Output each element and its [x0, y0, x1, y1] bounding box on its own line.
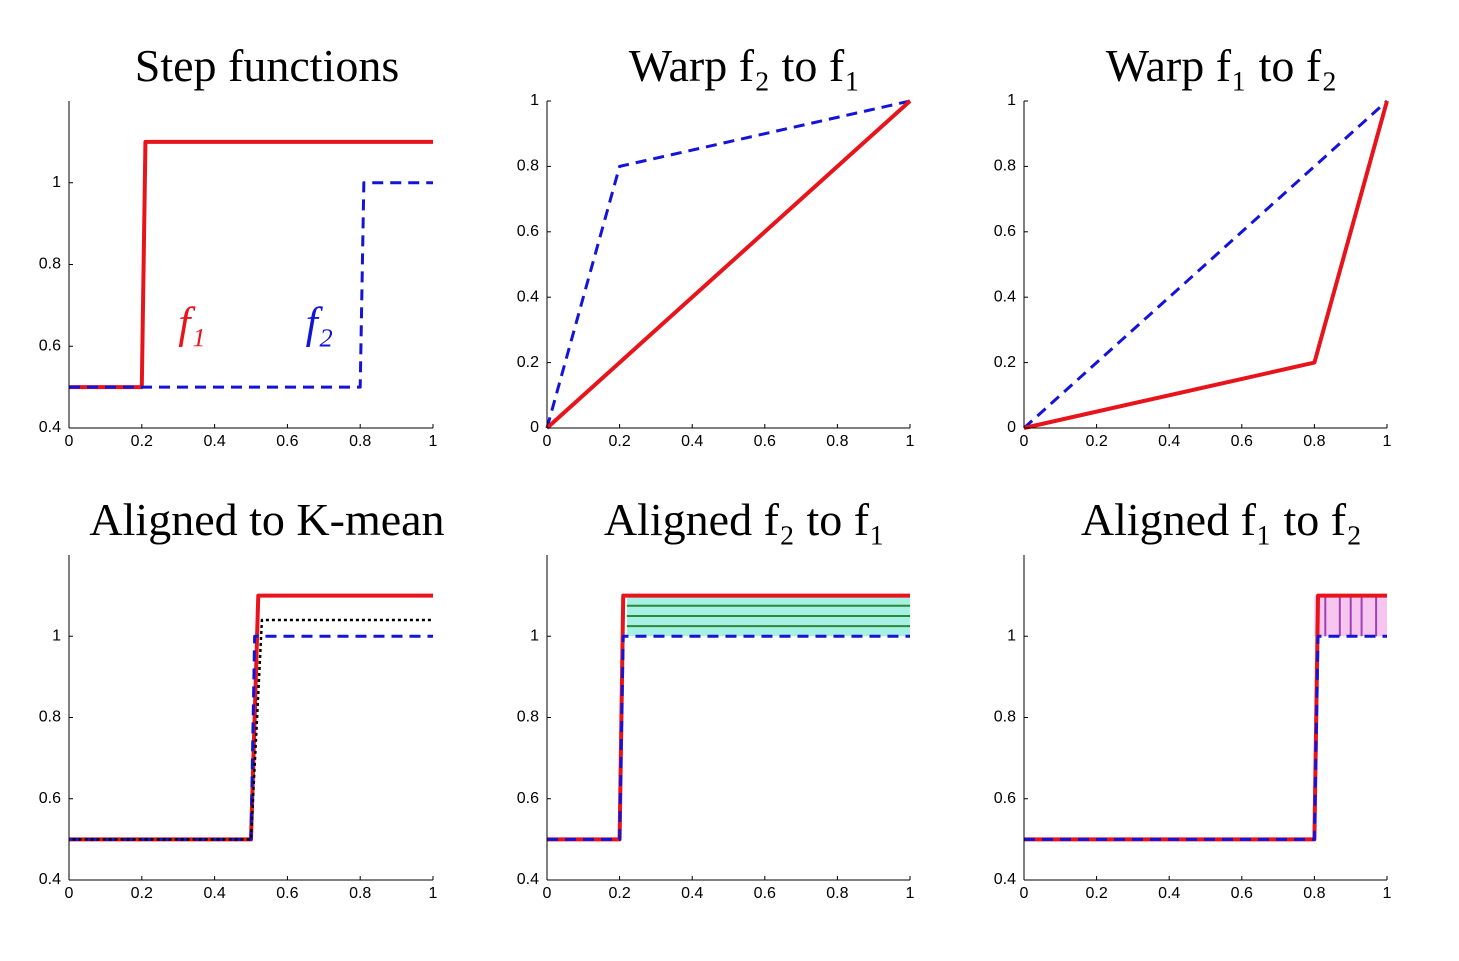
x-tick-label: 0: [65, 885, 74, 902]
series-line: [547, 634, 910, 841]
x-tick-label: 0: [543, 433, 552, 450]
subplot: Warp f₂ to f₁ 0 0.2 0.4 0.6 0.8 1 0 0.2 0.4 0.6 0.8…: [517, 40, 915, 450]
y-tick-label: 0.4: [517, 871, 539, 888]
y-tick-label: 0.4: [994, 288, 1016, 305]
x-tick-label: 0.8: [1303, 885, 1325, 902]
x-tick-label: 0: [1020, 885, 1029, 902]
x-tick-label: 0.8: [349, 433, 371, 450]
x-tick-label: 0: [1020, 433, 1029, 450]
subplot: Aligned f₁ to f₂ 0 0.2 0.4 0.6 0.8 1 0.4 0.6 0.8 1: [994, 494, 1392, 902]
y-tick-label: 0: [530, 419, 539, 436]
x-tick-label: 0.4: [681, 885, 703, 902]
x-tick-label: 0.4: [203, 885, 225, 902]
series-line: [545, 99, 912, 430]
chart-title: Aligned to K-mean: [89, 494, 444, 545]
y-tick-label: 0.2: [994, 354, 1016, 371]
chart-title: Warp f₂ to f₁: [629, 40, 860, 91]
x-tick-label: 0.8: [1303, 433, 1325, 450]
x-tick-label: 0.6: [754, 433, 776, 450]
y-tick-label: 0.8: [39, 256, 61, 273]
annotation: f₁: [178, 298, 206, 347]
y-tick-label: 0.6: [39, 790, 61, 807]
y-tick-label: 1: [1007, 627, 1016, 644]
x-tick-label: 0.4: [681, 433, 703, 450]
series-line: [69, 634, 433, 841]
chart-title: Aligned f₁ to f₂: [1081, 494, 1362, 545]
x-tick-label: 0.8: [826, 885, 848, 902]
y-tick-label: 1: [52, 627, 61, 644]
x-tick-label: 0.6: [276, 433, 298, 450]
x-tick-label: 0.6: [754, 885, 776, 902]
x-tick-label: 0.6: [276, 885, 298, 902]
y-tick-label: 0.6: [39, 337, 61, 354]
y-tick-label: 1: [530, 627, 539, 644]
y-tick-label: 0.8: [39, 709, 61, 726]
chart-title: Warp f₁ to f₂: [1106, 40, 1337, 91]
x-tick-label: 0.2: [1085, 433, 1107, 450]
x-tick-label: 0.2: [1085, 885, 1107, 902]
y-tick-label: 0.8: [994, 709, 1016, 726]
y-tick-label: 0.8: [994, 158, 1016, 175]
x-tick-label: 0.8: [826, 433, 848, 450]
series-line: [69, 139, 433, 390]
x-tick-label: 1: [906, 885, 915, 902]
x-tick-label: 0.6: [1231, 433, 1253, 450]
series-line: [69, 181, 433, 389]
y-tick-label: 0.2: [517, 354, 539, 371]
subplot: Warp f₁ to f₂ 0 0.2 0.4 0.6 0.8 1 0 0.2 0.4 0.6 0.8…: [994, 40, 1392, 450]
y-tick-label: 0.6: [994, 223, 1016, 240]
series-line: [72, 618, 433, 841]
x-tick-label: 1: [429, 433, 438, 450]
chart-title: Aligned f₂ to f₁: [604, 494, 885, 545]
x-tick-label: 0.6: [1231, 885, 1253, 902]
x-tick-label: 0.2: [608, 433, 630, 450]
y-tick-label: 0.4: [994, 871, 1016, 888]
series-line: [1024, 634, 1387, 841]
chart-title: Step functions: [135, 40, 399, 91]
x-tick-label: 0: [65, 433, 74, 450]
x-tick-label: 1: [429, 885, 438, 902]
y-tick-label: 0.6: [517, 790, 539, 807]
x-tick-label: 1: [1383, 433, 1392, 450]
y-tick-label: 0.8: [517, 158, 539, 175]
x-tick-label: 0.2: [131, 885, 153, 902]
x-tick-label: 0: [543, 885, 552, 902]
x-tick-label: 0.2: [608, 885, 630, 902]
y-tick-label: 0: [1007, 419, 1016, 436]
subplot: Aligned to K-mean 0 0.2 0.4 0.6 0.8 1 0.4 0.6 0.8…: [39, 494, 445, 902]
y-tick-label: 1: [530, 92, 539, 109]
series-line: [1023, 100, 1389, 430]
x-tick-label: 0.4: [203, 433, 225, 450]
subplot: Aligned f₂ to f₁ 0 0.2 0.4 0.6 0.8 1 0.4 0.6 0.8 1: [517, 494, 915, 902]
y-tick-label: 0.4: [517, 288, 539, 305]
x-tick-label: 1: [1383, 885, 1392, 902]
subplot: Step functions f₁ f₂ 0 0.2 0.4 0.6 0.8 1 0.4 0.6 0.…: [39, 40, 438, 450]
y-tick-label: 0.4: [39, 419, 61, 436]
x-tick-label: 0.4: [1158, 433, 1180, 450]
x-tick-label: 1: [906, 433, 915, 450]
y-tick-label: 0.6: [994, 790, 1016, 807]
y-tick-label: 0.4: [39, 871, 61, 888]
x-tick-label: 0.8: [349, 885, 371, 902]
annotation: f₂: [306, 298, 334, 347]
y-tick-label: 1: [1007, 92, 1016, 109]
x-tick-label: 0.4: [1158, 885, 1180, 902]
x-tick-label: 0.2: [131, 433, 153, 450]
series-line: [1022, 99, 1389, 430]
series-line: [545, 99, 911, 429]
y-tick-label: 1: [52, 174, 61, 191]
y-tick-label: 0.6: [517, 223, 539, 240]
y-tick-label: 0.8: [517, 709, 539, 726]
